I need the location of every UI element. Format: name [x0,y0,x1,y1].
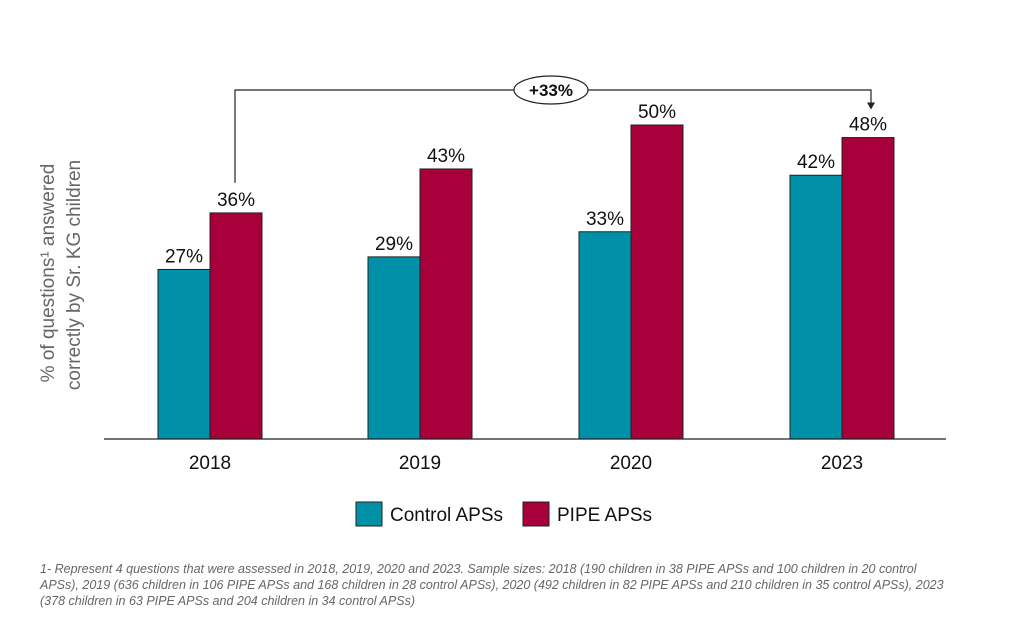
x-tick-2018: 2018 [189,453,231,474]
data-label-control-apss-2023: 42% [797,152,835,173]
annotation-delta-label: +33% [529,81,573,100]
data-label-pipe-apss-2018: 36% [217,190,255,211]
bar-control-apss-2020 [578,231,632,440]
data-label-control-apss-2018: 27% [165,246,203,267]
annotation-arrowhead [867,102,875,110]
data-labels-group: 27% 36% 29% 43% 33% 50% 42% 48% [165,102,887,267]
x-tick-2019: 2019 [399,453,441,474]
bar-control-apss-2019 [367,256,421,440]
bar-pipe-apss-2020 [630,124,684,440]
footnote: 1- Represent 4 questions that were asses… [40,562,944,608]
x-tick-2023: 2023 [821,453,863,474]
data-label-pipe-apss-2019: 43% [427,146,465,167]
bar-chart: % of questions¹ answered correctly by Sr… [38,75,946,527]
bars-group [157,124,895,440]
growth-annotation: +33% [234,75,875,183]
x-tick-labels-group: 2018 2019 2020 2023 [189,453,863,474]
y-axis-label-line2: correctly by Sr. KG children [64,160,85,390]
bar-pipe-apss-2018 [209,212,263,440]
x-tick-2020: 2020 [610,453,652,474]
legend-swatch-pipe-apss [522,501,550,527]
legend: Control APSs PIPE APSs [355,501,652,527]
bar-pipe-apss-2023 [841,137,895,440]
y-axis-label: % of questions¹ answered correctly by Sr… [38,160,85,390]
legend-label-pipe-apss: PIPE APSs [557,505,652,526]
legend-swatch-control-apss [355,501,383,527]
legend-label-control-apss: Control APSs [390,505,503,526]
annotation-ellipse [513,75,589,105]
data-label-pipe-apss-2020: 50% [638,102,676,123]
data-label-control-apss-2019: 29% [375,234,413,255]
y-axis-label-line1: % of questions¹ answered [38,164,59,383]
bar-control-apss-2018 [157,268,211,440]
data-label-pipe-apss-2023: 48% [849,115,887,136]
bar-control-apss-2023 [789,174,843,440]
bar-pipe-apss-2019 [419,168,473,440]
data-label-control-apss-2020: 33% [586,209,624,230]
